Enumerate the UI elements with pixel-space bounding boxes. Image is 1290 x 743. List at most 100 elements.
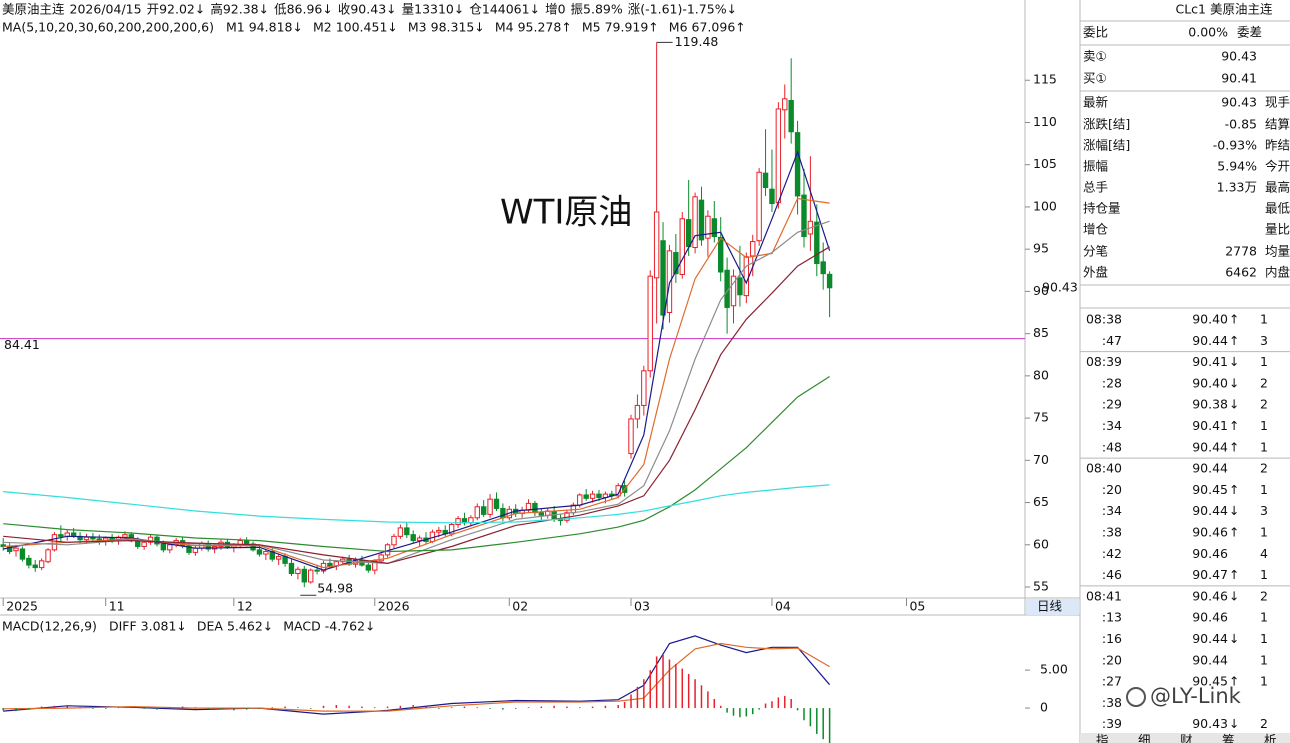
quote-label: 今开 bbox=[1265, 159, 1290, 174]
candle-body bbox=[263, 551, 269, 555]
legend-name: M6 bbox=[669, 20, 688, 35]
quote-label: 现手 bbox=[1265, 95, 1290, 110]
quote-label: 内盘 bbox=[1265, 265, 1290, 280]
quote-label: 增仓 bbox=[1083, 222, 1109, 237]
quote-label: 涨幅[结] bbox=[1083, 138, 1130, 153]
legend-value: 94.818↓ bbox=[249, 20, 303, 35]
trade-arrow: ↑ bbox=[1229, 418, 1239, 433]
candle-body bbox=[186, 545, 192, 553]
legend-value: 5.462↓ bbox=[227, 619, 273, 634]
trade-time: :34 bbox=[1102, 418, 1122, 433]
candle-body bbox=[493, 498, 500, 509]
trade-volume: 1 bbox=[1260, 482, 1268, 497]
candle-body bbox=[782, 98, 788, 111]
candle-body bbox=[301, 568, 307, 583]
candle-body bbox=[692, 196, 698, 248]
candle-body bbox=[26, 557, 32, 566]
candle-body bbox=[673, 252, 679, 275]
quote-label: 振幅 bbox=[1083, 159, 1108, 174]
candle-body bbox=[410, 534, 416, 542]
trade-price: 90.46 bbox=[1192, 588, 1228, 603]
header-item: 低86.96↓ bbox=[274, 2, 333, 17]
candle-body bbox=[615, 485, 621, 497]
legend-value: 79.919↑ bbox=[605, 20, 659, 35]
header-item: 高92.38↓ bbox=[210, 2, 269, 17]
trade-time: :38 bbox=[1102, 525, 1122, 540]
candle-body bbox=[487, 498, 493, 515]
trade-arrow: ↑ bbox=[1229, 482, 1239, 497]
trade-time: :34 bbox=[1102, 503, 1122, 518]
trade-time: 08:41 bbox=[1086, 588, 1122, 603]
candle-body bbox=[314, 569, 320, 572]
candle-body bbox=[167, 544, 173, 551]
quote-label: 委差 bbox=[1237, 25, 1262, 40]
quote-value: 5.94% bbox=[1217, 159, 1257, 174]
quote-value: 90.43 bbox=[1221, 49, 1257, 64]
ma-line bbox=[3, 246, 830, 565]
header-item: 增0 bbox=[545, 2, 566, 17]
legend-name: M2 bbox=[313, 20, 332, 35]
y-tick-label: 95 bbox=[1033, 241, 1049, 256]
trade-arrow: ↑ bbox=[1229, 312, 1239, 327]
header-item: 收90.43↓ bbox=[338, 2, 397, 17]
candle-body bbox=[13, 547, 19, 552]
candle-body bbox=[801, 194, 807, 237]
quote-name: 美原油主连 bbox=[1210, 2, 1273, 17]
quote-value: 6462 bbox=[1225, 265, 1257, 280]
y-tick-label: 110 bbox=[1033, 114, 1057, 129]
header-item: 2026/04/15 bbox=[70, 2, 142, 17]
period-tab[interactable] bbox=[1026, 599, 1079, 615]
candle-body bbox=[288, 562, 295, 575]
candle-body bbox=[455, 518, 461, 526]
panel-tab: 指 bbox=[1096, 733, 1109, 743]
trade-arrow: ↑ bbox=[1229, 674, 1239, 689]
candle-body bbox=[83, 536, 90, 541]
y-tick-label: 55 bbox=[1033, 579, 1049, 594]
legend-value: 100.451↓ bbox=[336, 20, 398, 35]
candle-body bbox=[743, 256, 750, 297]
candle-body bbox=[58, 534, 64, 537]
period-label[interactable]: 日线 bbox=[1037, 599, 1063, 614]
ma-line bbox=[3, 484, 830, 524]
candle-body bbox=[756, 171, 762, 242]
candle-body bbox=[647, 275, 653, 372]
quote-value: 0.00% bbox=[1188, 25, 1228, 40]
candle-body bbox=[666, 250, 673, 314]
y-tick-label: 75 bbox=[1033, 410, 1049, 425]
trade-price: 90.46 bbox=[1192, 610, 1228, 625]
candle-body bbox=[769, 188, 775, 205]
quote-value: 90.41 bbox=[1221, 71, 1257, 86]
y-tick-label: 70 bbox=[1033, 452, 1049, 467]
quote-label: 分笔 bbox=[1083, 244, 1108, 259]
trade-time: 08:38 bbox=[1086, 312, 1122, 327]
candle-body bbox=[243, 540, 250, 545]
candle-body bbox=[826, 273, 833, 289]
watermark-icon bbox=[1126, 687, 1146, 707]
header-item: 美原油主连 bbox=[2, 2, 65, 17]
legend-name: M1 bbox=[226, 20, 245, 35]
trade-time: :46 bbox=[1102, 567, 1122, 582]
high-annotation: 119.48 bbox=[675, 34, 719, 49]
ma-line bbox=[3, 197, 830, 569]
macd-title: MACD(12,26,9) bbox=[2, 619, 97, 634]
candle-body bbox=[750, 241, 756, 257]
header-item: 仓144061↓ bbox=[469, 2, 540, 17]
legend-name: MACD bbox=[283, 619, 320, 634]
candle-body bbox=[160, 543, 167, 551]
x-tick-label: 05 bbox=[909, 599, 925, 614]
candle-body bbox=[45, 549, 51, 563]
candle-body bbox=[641, 370, 647, 406]
candle-body bbox=[596, 493, 602, 498]
quote-label: 委比 bbox=[1083, 25, 1108, 40]
candle-body bbox=[685, 219, 692, 248]
trade-price: 90.38 bbox=[1192, 397, 1228, 412]
candle-body bbox=[372, 560, 378, 571]
y-tick-label: 60 bbox=[1033, 536, 1049, 551]
quote-label: 总手 bbox=[1083, 180, 1108, 195]
candle-body bbox=[308, 569, 314, 583]
candle-body bbox=[698, 199, 705, 241]
quote-label: 买① bbox=[1083, 71, 1107, 86]
trade-volume: 1 bbox=[1260, 610, 1268, 625]
candle-body bbox=[122, 534, 128, 538]
